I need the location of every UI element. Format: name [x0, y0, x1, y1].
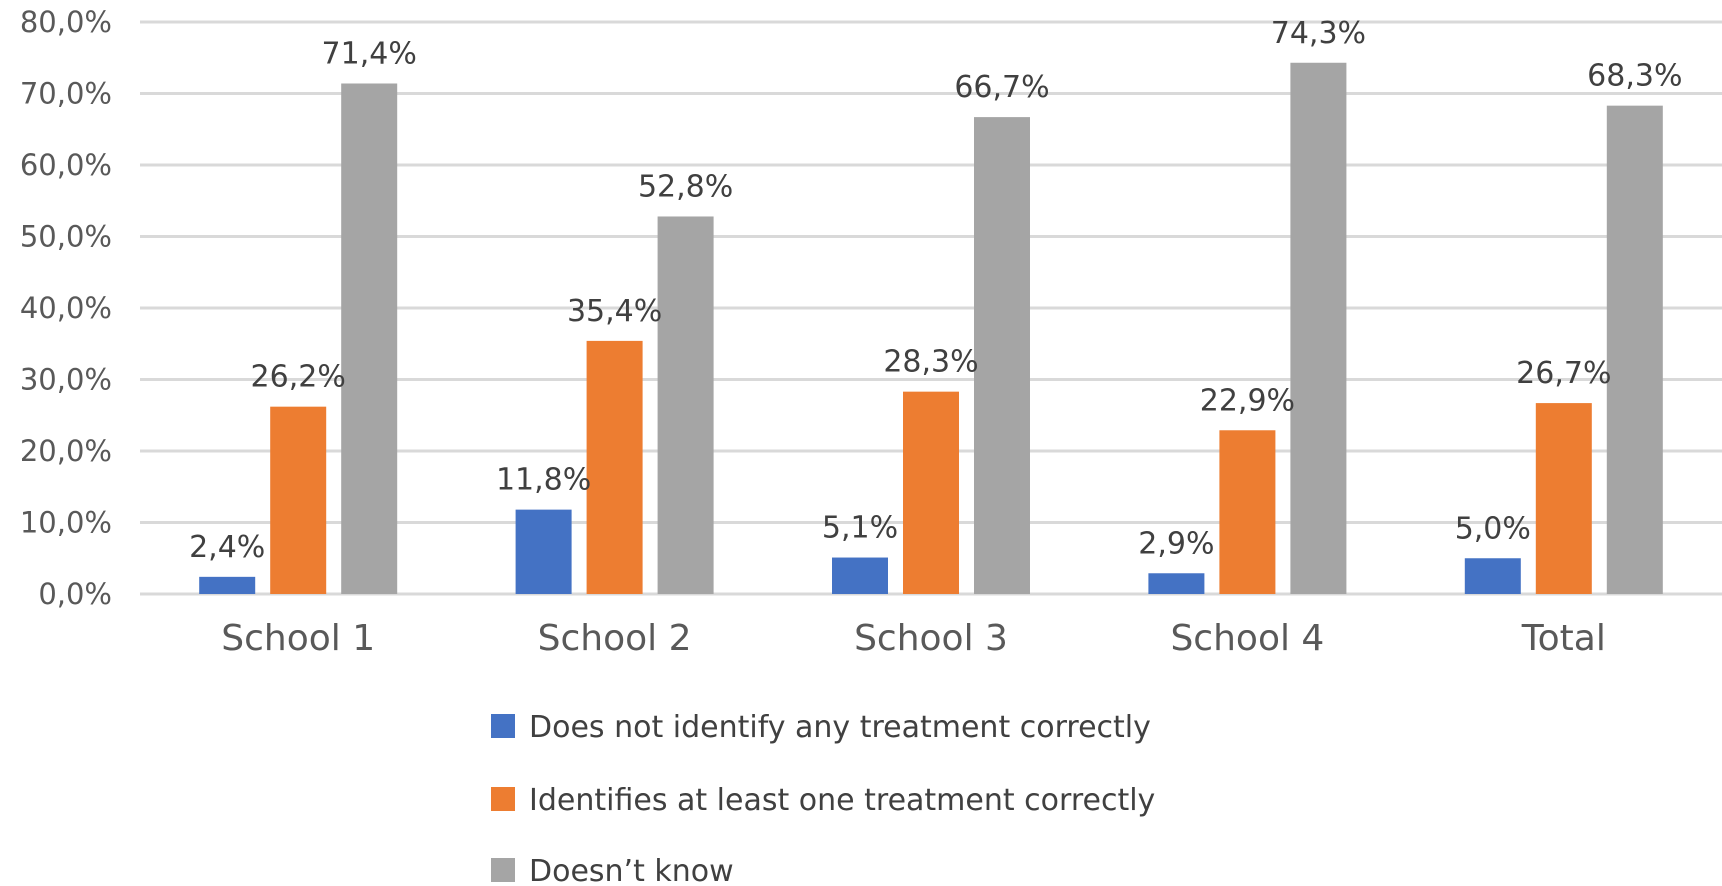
bar	[1464, 558, 1521, 594]
y-tick-label: 20,0%	[20, 434, 112, 468]
bar	[199, 576, 256, 594]
legend-swatch	[491, 714, 515, 738]
bar	[586, 340, 643, 594]
bar	[1219, 430, 1276, 594]
bar	[1535, 403, 1592, 594]
data-label: 2,9%	[1138, 526, 1214, 561]
bar	[515, 509, 572, 594]
x-category-label: School 1	[221, 618, 375, 659]
bar	[1290, 62, 1347, 594]
data-label: 11,8%	[496, 463, 591, 498]
y-axis-ticks: 0,0% 10,0% 20,0% 30,0% 40,0% 50,0% 60,0% 70,0% 8…	[20, 5, 112, 611]
legend-label: Identifies at least one treatment correc…	[529, 783, 1155, 818]
bar	[1606, 105, 1663, 594]
legend-swatch	[491, 858, 515, 882]
y-tick-label: 30,0%	[20, 363, 112, 397]
data-label: 68,3%	[1587, 59, 1682, 94]
x-category-label: School 3	[854, 618, 1008, 659]
data-label: 2,4%	[189, 530, 265, 565]
data-label: 28,3%	[883, 345, 978, 380]
legend-label: Does not identify any treatment correctl…	[529, 710, 1151, 745]
y-tick-label: 80,0%	[20, 5, 112, 39]
x-category-label: Total	[1521, 618, 1606, 659]
y-tick-label: 0,0%	[38, 577, 112, 611]
x-category-label: School 2	[538, 618, 692, 659]
data-labels: 2,4% 26,2% 71,4% 11,8% 35,4% 52,8% 5,1% 28,3% 66…	[189, 16, 1682, 565]
data-label: 35,4%	[567, 294, 662, 329]
bar	[657, 216, 714, 595]
y-tick-label: 60,0%	[20, 148, 112, 182]
bar	[903, 391, 959, 594]
data-label: 5,1%	[822, 511, 898, 546]
legend: Does not identify any treatment correctl…	[491, 710, 1155, 886]
y-tick-label: 50,0%	[20, 220, 112, 254]
data-label: 71,4%	[322, 36, 417, 71]
bar	[341, 83, 398, 595]
data-label: 5,0%	[1455, 511, 1531, 546]
gridlines	[140, 20, 1722, 596]
x-axis-categories: School 1 School 2 School 3 School 4 Total	[221, 618, 1606, 659]
data-label: 66,7%	[954, 70, 1049, 105]
x-category-label: School 4	[1170, 618, 1324, 659]
bar	[974, 117, 1030, 594]
bar	[270, 406, 327, 594]
data-label: 26,2%	[251, 360, 346, 395]
y-tick-label: 40,0%	[20, 291, 112, 325]
data-label: 52,8%	[638, 169, 733, 204]
bar	[1148, 573, 1205, 594]
bar	[832, 557, 888, 594]
bars	[199, 62, 1663, 595]
data-label: 22,9%	[1200, 383, 1295, 418]
legend-swatch	[491, 787, 515, 811]
y-tick-label: 70,0%	[20, 77, 112, 111]
data-label: 74,3%	[1271, 16, 1366, 51]
data-label: 26,7%	[1516, 356, 1611, 391]
legend-label: Doesn’t know	[529, 854, 734, 886]
y-tick-label: 10,0%	[20, 506, 112, 540]
